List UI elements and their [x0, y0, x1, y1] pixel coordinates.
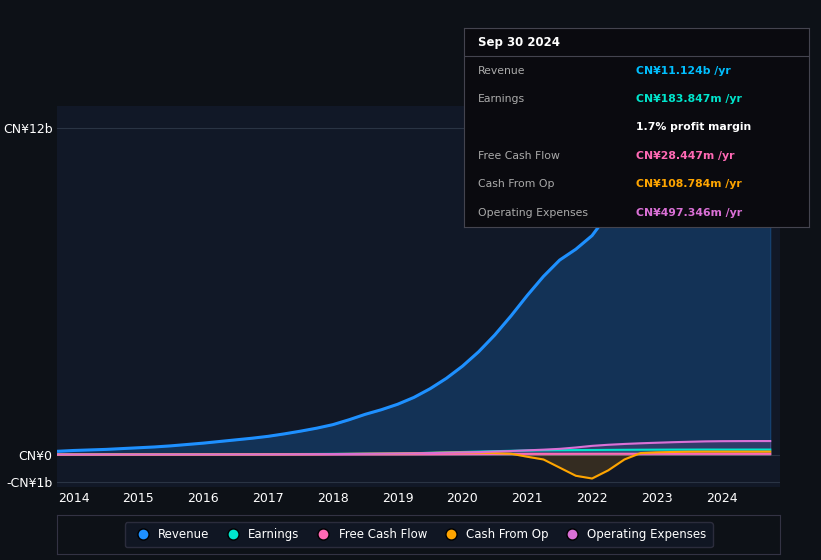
Text: Free Cash Flow: Free Cash Flow — [478, 151, 560, 161]
Text: Operating Expenses: Operating Expenses — [478, 208, 588, 218]
Text: Sep 30 2024: Sep 30 2024 — [478, 36, 560, 49]
Text: CN¥28.447m /yr: CN¥28.447m /yr — [636, 151, 735, 161]
Text: 1.7% profit margin: 1.7% profit margin — [636, 123, 751, 132]
Text: Earnings: Earnings — [478, 94, 525, 104]
Text: Cash From Op: Cash From Op — [478, 179, 554, 189]
Text: Revenue: Revenue — [478, 66, 525, 76]
Text: CN¥183.847m /yr: CN¥183.847m /yr — [636, 94, 742, 104]
Legend: Revenue, Earnings, Free Cash Flow, Cash From Op, Operating Expenses: Revenue, Earnings, Free Cash Flow, Cash … — [125, 522, 713, 547]
Text: CN¥108.784m /yr: CN¥108.784m /yr — [636, 179, 742, 189]
Text: CN¥497.346m /yr: CN¥497.346m /yr — [636, 208, 742, 218]
Text: CN¥11.124b /yr: CN¥11.124b /yr — [636, 66, 731, 76]
